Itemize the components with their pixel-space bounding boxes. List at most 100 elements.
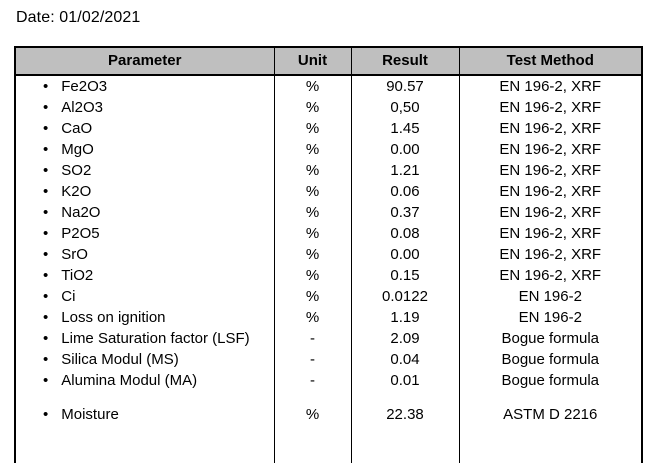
table-row: • SO2% 1.21 EN 196-2, XRF [14, 160, 643, 181]
parameter-cell: • Na2O [14, 202, 275, 223]
test-method-cell: EN 196-2, XRF [458, 97, 643, 118]
test-method-cell: Bogue formula [458, 349, 643, 370]
parameter-label: Na2O [61, 204, 101, 221]
bullet-icon: • [43, 78, 49, 95]
bullet-icon: • [43, 99, 49, 116]
parameter-label: P2O5 [61, 225, 100, 242]
bullet-icon: • [43, 309, 49, 326]
bullet-icon: • [43, 162, 49, 179]
unit-cell: % [273, 118, 352, 139]
result-cell: 1.19 [350, 307, 460, 328]
unit-cell: % [273, 97, 352, 118]
unit-cell: % [273, 75, 352, 97]
parameter-label: Moisture [61, 406, 119, 423]
test-method-cell: Bogue formula [458, 328, 643, 349]
column-header-parameter: Parameter [14, 46, 275, 76]
result-cell: 0.01 [350, 370, 460, 391]
parameter-label: TiO2 [61, 267, 94, 284]
unit-cell: % [273, 244, 352, 265]
table-row: • P2O5% 0.08 EN 196-2, XRF [14, 223, 643, 244]
table-row: • Moisture% 22.38 ASTM D 2216 [14, 391, 643, 463]
result-cell: 0.37 [350, 202, 460, 223]
parameter-cell: • Alumina Modul (MA) [14, 370, 275, 391]
parameter-label: Silica Modul (MS) [61, 351, 179, 368]
table-row: • CaO% 1.45 EN 196-2, XRF [14, 118, 643, 139]
test-method-cell: EN 196-2, XRF [458, 160, 643, 181]
test-method-cell: Bogue formula [458, 370, 643, 391]
bullet-icon: • [43, 267, 49, 284]
bullet-icon: • [43, 183, 49, 200]
unit-cell: % [273, 223, 352, 244]
unit-cell: - [273, 328, 352, 349]
test-method-cell: EN 196-2, XRF [458, 118, 643, 139]
test-method-cell: EN 196-2, XRF [458, 75, 643, 97]
unit-cell: % [273, 139, 352, 160]
parameter-label: Alumina Modul (MA) [61, 372, 198, 389]
table-row: • TiO2% 0.15 EN 196-2, XRF [14, 265, 643, 286]
result-cell: 1.45 [350, 118, 460, 139]
bullet-icon: • [43, 120, 49, 137]
parameter-label: CaO [61, 120, 93, 137]
table-row: • MgO% 0.00 EN 196-2, XRF [14, 139, 643, 160]
parameter-label: SrO [61, 246, 88, 263]
result-cell: 1.21 [350, 160, 460, 181]
test-method-cell: EN 196-2, XRF [458, 139, 643, 160]
parameter-cell: • MgO [14, 139, 275, 160]
unit-cell: % [273, 265, 352, 286]
analysis-results-table: Parameter Unit Result Test Method • Fe2O3… [14, 46, 643, 463]
table-row: • Loss on ignition% 1.19 EN 196-2 [14, 307, 643, 328]
table-row: • Alumina Modul (MA) -0.01 Bogue formula [14, 370, 643, 391]
table-row: • K2O% 0.06 EN 196-2, XRF [14, 181, 643, 202]
parameter-cell: • Silica Modul (MS) [14, 349, 275, 370]
table-row: • SrO% 0.00 EN 196-2, XRF [14, 244, 643, 265]
test-method-cell: ASTM D 2216 [458, 391, 643, 463]
test-method-cell: EN 196-2, XRF [458, 244, 643, 265]
table-row: • Al2O3% 0,50 EN 196-2, XRF [14, 97, 643, 118]
result-cell: 0,50 [350, 97, 460, 118]
result-cell: 0.08 [350, 223, 460, 244]
unit-cell: - [273, 349, 352, 370]
parameter-label: Loss on ignition [61, 309, 166, 326]
table-row: • Fe2O3% 90.57 EN 196-2, XRF [14, 75, 643, 97]
test-method-cell: EN 196-2, XRF [458, 181, 643, 202]
parameter-label: MgO [61, 141, 94, 158]
parameter-cell: • SO2 [14, 160, 275, 181]
test-method-cell: EN 196-2, XRF [458, 202, 643, 223]
parameter-label: Al2O3 [61, 99, 103, 116]
table-row: • Silica Modul (MS) -0.04 Bogue formula [14, 349, 643, 370]
bullet-icon: • [43, 246, 49, 263]
parameter-cell: • P2O5 [14, 223, 275, 244]
result-cell: 2.09 [350, 328, 460, 349]
result-cell: 0.15 [350, 265, 460, 286]
test-method-cell: EN 196-2 [458, 307, 643, 328]
date-label: Date: 01/02/2021 [16, 9, 141, 26]
table-row: • Ci% 0.0122 EN 196-2 [14, 286, 643, 307]
parameter-label: Ci [61, 288, 76, 305]
parameter-cell: • Lime Saturation factor (LSF) [14, 328, 275, 349]
parameter-cell: • CaO [14, 118, 275, 139]
table-row: • Lime Saturation factor (LSF) -2.09 Bogue … [14, 328, 643, 349]
parameter-cell: • Loss on ignition [14, 307, 275, 328]
bullet-icon: • [43, 225, 49, 242]
parameter-cell: • SrO [14, 244, 275, 265]
result-cell: 0.06 [350, 181, 460, 202]
unit-cell: % [273, 181, 352, 202]
bullet-icon: • [43, 406, 49, 423]
bullet-icon: • [43, 288, 49, 305]
parameter-cell: • TiO2 [14, 265, 275, 286]
unit-cell: % [273, 391, 352, 463]
column-header-result: Result [350, 46, 460, 76]
bullet-icon: • [43, 330, 49, 347]
test-method-cell: EN 196-2, XRF [458, 265, 643, 286]
bullet-icon: • [43, 351, 49, 368]
result-cell: 22.38 [350, 391, 460, 463]
parameter-cell: • K2O [14, 181, 275, 202]
test-method-cell: EN 196-2, XRF [458, 223, 643, 244]
parameter-label: Lime Saturation factor (LSF) [61, 330, 250, 347]
table-header-row: Parameter Unit Result Test Method [14, 46, 643, 76]
column-header-unit: Unit [273, 46, 352, 76]
unit-cell: % [273, 160, 352, 181]
bullet-icon: • [43, 372, 49, 389]
result-cell: 0.0122 [350, 286, 460, 307]
test-method-cell: EN 196-2 [458, 286, 643, 307]
